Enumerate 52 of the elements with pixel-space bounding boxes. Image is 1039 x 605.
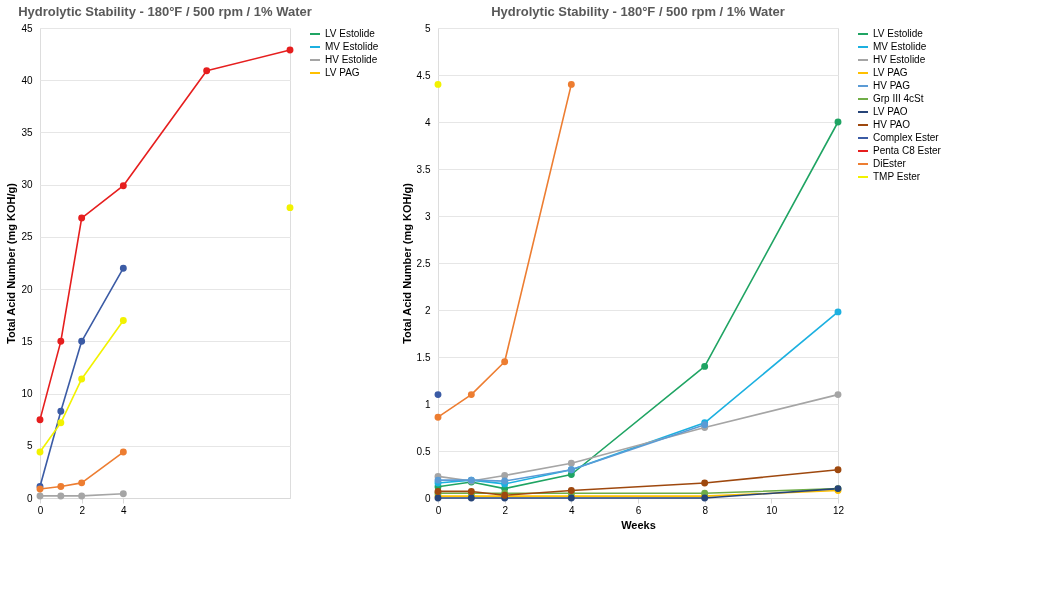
x-tick-label: 2 <box>79 504 86 516</box>
x-tick-label: 0 <box>435 504 442 516</box>
legend-label: Penta C8 Ester <box>873 145 942 156</box>
chart-title: Hydrolytic Stability - 180°F / 500 rpm / 1% Water <box>18 4 312 19</box>
y-tick-label: 20 <box>21 283 33 295</box>
legend-label: LV PAG <box>873 67 908 78</box>
legend-label: Complex Ester <box>873 132 940 143</box>
x-tick-label: 4 <box>569 504 576 516</box>
x-axis-title: Weeks <box>621 518 656 531</box>
y-tick-label: 1 <box>424 398 431 410</box>
y-tick-label: 10 <box>21 388 33 400</box>
y-tick-label: 35 <box>21 126 33 138</box>
x-tick-label: 8 <box>702 504 709 516</box>
legend-label: HV PAO <box>873 119 911 130</box>
y-tick-label: 2.5 <box>416 257 431 269</box>
legend-label: DiEster <box>873 158 907 169</box>
chart-title: Hydrolytic Stability - 180°F / 500 rpm / 1% Water <box>491 4 785 19</box>
y-axis-title: Total Acid Number (mg KOH/g) <box>400 182 413 344</box>
y-tick-label: 0.5 <box>416 445 431 457</box>
y-tick-label: 2 <box>424 304 431 316</box>
y-tick-label: 5 <box>26 440 33 452</box>
x-tick-label: 6 <box>635 504 642 516</box>
y-tick-label: 3 <box>424 210 431 222</box>
y-tick-label: 25 <box>21 231 33 243</box>
x-tick-label: 0 <box>37 504 44 516</box>
legend-label: MV Estolide <box>325 41 379 52</box>
x-tick-label: 12 <box>832 504 845 516</box>
legend-label: LV Estolide <box>325 28 376 39</box>
x-tick-label: 10 <box>766 504 778 516</box>
x-tick-label: 2 <box>502 504 509 516</box>
y-tick-label: 5 <box>424 22 431 34</box>
legend-label: HV Estolide <box>873 54 926 65</box>
y-tick-label: 40 <box>21 74 33 86</box>
y-tick-label: 4 <box>424 116 431 128</box>
legend-label: LV PAO <box>873 106 908 117</box>
y-axis-title: Total Acid Number (mg KOH/g) <box>5 182 18 344</box>
legend-label: Grp III 4cSt <box>873 93 924 104</box>
y-tick-label: 3.5 <box>416 163 431 175</box>
legend-label: LV PAG <box>325 67 360 78</box>
x-tick-label: 4 <box>121 504 128 516</box>
legend-label: HV PAG <box>873 80 911 91</box>
legend-label: TMP Ester <box>873 171 921 182</box>
legend-label: LV Estolide <box>873 28 924 39</box>
y-tick-label: 0 <box>26 492 33 504</box>
y-tick-label: 1.5 <box>416 351 431 363</box>
legend-label: HV Estolide <box>325 54 378 65</box>
y-tick-label: 30 <box>21 179 33 191</box>
y-tick-label: 4.5 <box>416 69 431 81</box>
y-tick-label: 0 <box>424 492 431 504</box>
y-tick-label: 45 <box>21 22 33 34</box>
y-tick-label: 15 <box>21 335 33 347</box>
legend-label: MV Estolide <box>873 41 927 52</box>
